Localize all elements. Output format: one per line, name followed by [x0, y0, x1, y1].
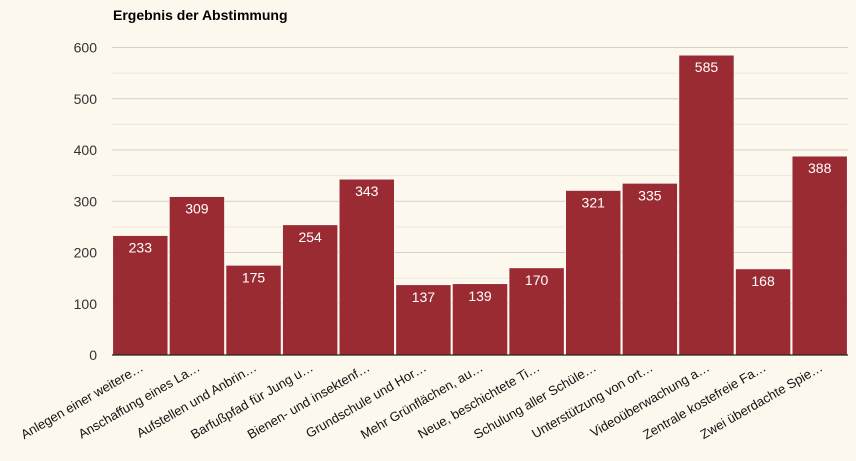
value-label: 170	[525, 272, 549, 288]
value-label: 139	[468, 288, 492, 304]
chart-title: Ergebnis der Abstimmung	[113, 7, 288, 23]
bar	[735, 268, 791, 356]
bar	[565, 190, 622, 356]
value-label: 254	[298, 229, 322, 245]
value-label: 585	[695, 59, 719, 75]
bar	[338, 178, 395, 356]
y-tick-label: 600	[74, 40, 98, 56]
value-label: 175	[242, 269, 266, 285]
bar	[678, 54, 735, 356]
value-label: 343	[355, 183, 379, 199]
value-label: 388	[808, 160, 832, 176]
y-tick-label: 200	[74, 245, 98, 261]
bar	[225, 265, 282, 356]
value-label: 309	[185, 201, 209, 217]
value-label: 168	[751, 273, 775, 289]
bar	[282, 224, 339, 356]
y-tick-label: 100	[74, 296, 98, 312]
value-label: 335	[638, 187, 662, 203]
y-tick-label: 400	[74, 142, 98, 158]
label-layer: 233 309 175 254 343 137 139 170 321 335 585 168 388	[129, 59, 832, 305]
bar	[395, 284, 452, 356]
value-label: 321	[582, 194, 606, 210]
bar	[112, 235, 169, 356]
bar	[169, 196, 225, 356]
bar	[791, 155, 848, 356]
value-label: 137	[412, 289, 436, 305]
bar	[452, 283, 508, 356]
value-label: 233	[129, 240, 153, 256]
bar	[508, 267, 565, 356]
y-tick-label: 300	[74, 193, 98, 209]
bar	[621, 183, 678, 356]
y-tick-label: 500	[74, 91, 98, 107]
y-tick-label: 0	[89, 347, 97, 363]
bar-layer	[112, 54, 848, 356]
